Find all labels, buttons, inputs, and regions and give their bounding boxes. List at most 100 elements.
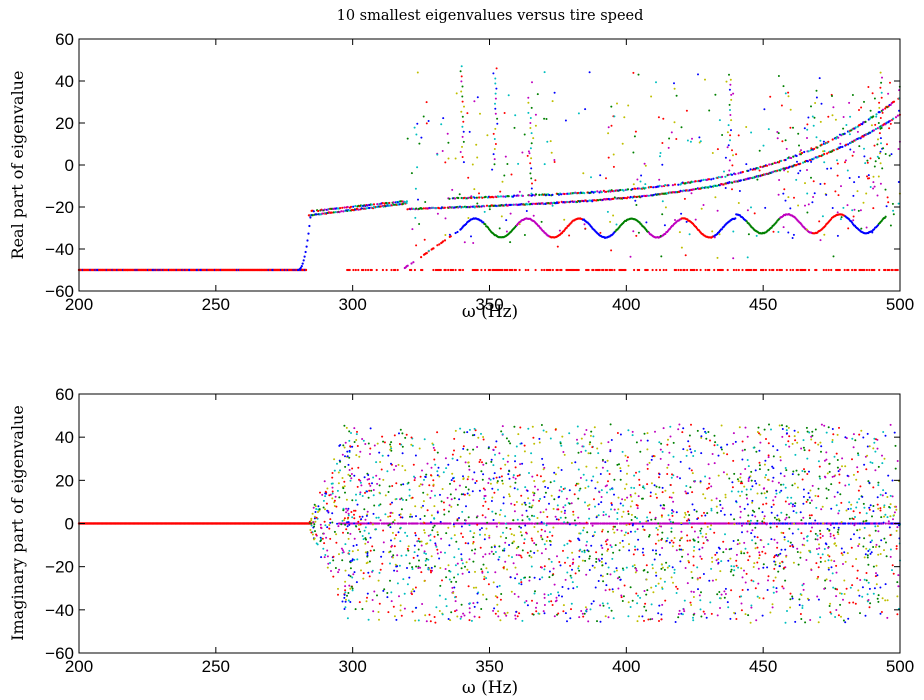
data-point: [345, 599, 347, 601]
data-point: [398, 595, 400, 597]
data-point: [556, 518, 558, 520]
data-point: [350, 567, 352, 569]
data-point: [841, 146, 843, 148]
data-point: [493, 153, 495, 155]
data-point: [371, 269, 373, 271]
data-point: [683, 610, 685, 612]
data-point: [813, 148, 815, 150]
data-point: [779, 491, 781, 493]
data-point: [601, 547, 603, 549]
data-point: [708, 178, 710, 180]
data-point: [879, 87, 881, 89]
data-point: [550, 544, 552, 546]
data-point: [735, 441, 737, 443]
data-point: [393, 606, 395, 608]
data-point: [890, 123, 892, 125]
data-point: [645, 165, 647, 167]
data-point: [478, 192, 480, 194]
data-point: [543, 568, 545, 570]
data-point: [521, 463, 523, 465]
data-point: [726, 444, 728, 446]
data-point: [893, 101, 895, 103]
data-point: [785, 159, 787, 161]
data-point: [882, 147, 884, 149]
data-point: [479, 529, 481, 531]
data-point: [696, 269, 698, 271]
data-point: [414, 479, 416, 481]
data-point: [787, 540, 789, 542]
data-point: [448, 198, 450, 200]
data-point: [742, 441, 744, 443]
data-point: [341, 559, 343, 561]
data-point: [531, 193, 533, 195]
data-point: [638, 74, 640, 76]
data-point: [584, 560, 586, 562]
data-point: [382, 551, 384, 553]
data-point: [674, 537, 676, 539]
data-point: [415, 208, 417, 210]
data-point: [462, 156, 464, 158]
data-point: [819, 183, 821, 185]
data-point: [704, 79, 706, 81]
data-point: [701, 187, 703, 189]
data-point: [426, 620, 428, 622]
data-point: [888, 506, 890, 508]
data-point: [399, 443, 401, 445]
data-point: [872, 115, 874, 117]
data-point: [689, 468, 691, 470]
data-point: [792, 269, 794, 271]
data-point: [845, 124, 847, 126]
data-point: [728, 174, 730, 176]
data-point: [474, 197, 476, 199]
data-point: [610, 573, 612, 575]
data-point: [397, 582, 399, 584]
data-point: [718, 591, 720, 593]
data-point: [874, 124, 876, 126]
data-point: [420, 483, 422, 485]
data-point: [664, 184, 666, 186]
data-point: [700, 452, 702, 454]
data-point: [375, 517, 377, 519]
data-point: [822, 150, 824, 152]
data-point: [400, 484, 402, 486]
data-point: [495, 93, 497, 95]
data-point: [722, 507, 724, 509]
data-point: [319, 492, 321, 494]
data-point: [465, 486, 467, 488]
data-point: [348, 521, 350, 523]
data-point: [789, 127, 791, 129]
data-point: [872, 447, 874, 449]
data-point: [853, 446, 855, 448]
data-point: [373, 203, 375, 205]
data-point: [502, 425, 504, 427]
data-point: [417, 72, 419, 74]
data-point: [807, 160, 809, 162]
data-point: [610, 106, 612, 108]
data-point: [324, 521, 326, 523]
data-point: [355, 526, 357, 528]
data-point: [579, 522, 581, 524]
data-point: [433, 505, 435, 507]
data-point: [444, 161, 446, 163]
data-point: [367, 593, 369, 595]
data-point: [693, 556, 695, 558]
data-point: [881, 97, 883, 99]
data-point: [449, 504, 451, 506]
data-point: [531, 188, 533, 190]
data-point: [494, 148, 496, 150]
data-point: [613, 617, 615, 619]
data-point: [362, 516, 364, 518]
data-point: [312, 214, 314, 216]
data-point: [553, 159, 555, 161]
data-point: [531, 566, 533, 568]
data-point: [797, 269, 799, 271]
data-point: [482, 473, 484, 475]
data-point: [773, 231, 775, 233]
data-point: [449, 483, 451, 485]
data-point: [370, 490, 372, 492]
data-point: [755, 451, 757, 453]
data-point: [810, 161, 812, 163]
data-point: [880, 162, 882, 164]
data-point: [773, 586, 775, 588]
data-point: [544, 496, 546, 498]
